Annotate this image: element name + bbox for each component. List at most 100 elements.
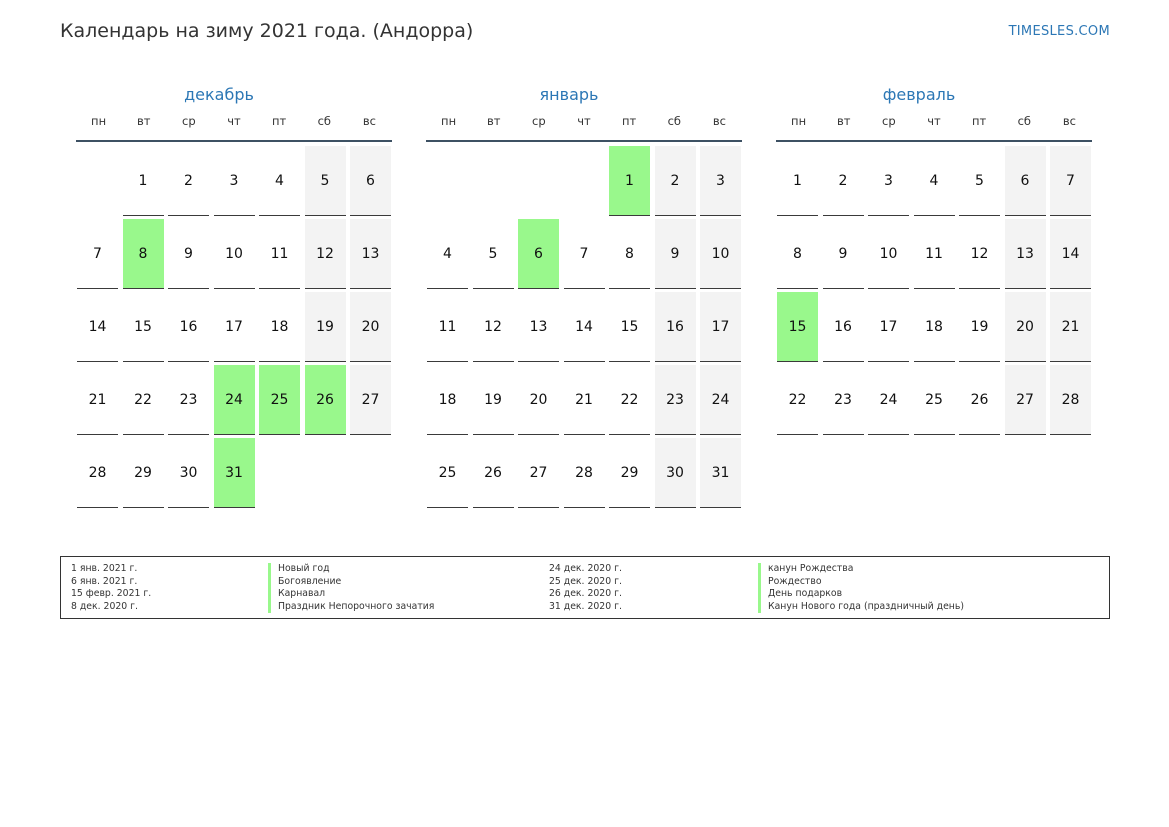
day-cell: 8	[777, 219, 818, 289]
legend-date: 6 янв. 2021 г.	[71, 575, 138, 587]
day-cell: 29	[609, 438, 650, 508]
day-cell: 10	[700, 219, 741, 289]
day-cell: 29	[122, 438, 164, 508]
day-cell: 21	[77, 365, 118, 435]
day-cell: 10	[213, 219, 255, 289]
day-cell: 21	[1050, 292, 1091, 362]
day-cell: 18	[913, 292, 955, 362]
day-grid: 1 2 3 4 5 6 7 8 9 10 11 12 13 14 15 16 17 18 19 20 21 22 23 24 2…	[777, 146, 1091, 435]
day-grid: 1 2 3 4 5 6 7 8 9 10 11 12 13 14 15 16 17 18 19 20 21 22 23 24 2…	[427, 146, 741, 508]
month-name: январь	[539, 85, 599, 104]
day-cell: 22	[609, 365, 650, 435]
day-cell: 14	[77, 292, 118, 362]
legend-date: 25 дек. 2020 г.	[549, 575, 622, 587]
day-cell: 11	[913, 219, 955, 289]
weekday-label: сб	[1017, 114, 1031, 128]
site-link[interactable]: TIMESLES.COM	[1008, 24, 1110, 39]
holiday-day-cell: 31	[213, 438, 255, 508]
weekday-label: сб	[317, 114, 331, 128]
legend-date: 15 февр. 2021 г.	[71, 588, 152, 599]
empty-day-cell	[427, 146, 468, 216]
holiday-day-cell: 6	[518, 219, 559, 289]
day-cell: 22	[122, 365, 164, 435]
legend-holiday-name: Богоявление	[268, 575, 341, 588]
day-cell: 13	[518, 292, 559, 362]
legend-holiday-name: Рождество	[758, 575, 822, 588]
day-cell: 21	[563, 365, 605, 435]
month-january: январь пн вт ср чт пт сб вс 1 2 3 4 5 6 7 8 9 10 1…	[410, 84, 742, 508]
weekday-header: пн вт ср чт пт сб вс	[76, 106, 392, 142]
day-cell: 17	[868, 292, 909, 362]
day-cell: 4	[427, 219, 468, 289]
day-cell: 11	[427, 292, 468, 362]
day-cell: 12	[304, 219, 346, 289]
day-cell: 12	[959, 219, 1000, 289]
day-cell: 7	[563, 219, 605, 289]
day-grid: 1 2 3 4 5 6 7 8 9 10 11 12 13 14 15 16 17 18 19 20 21 22 23 24 2…	[77, 146, 391, 508]
day-cell: 17	[213, 292, 255, 362]
day-cell: 15	[609, 292, 650, 362]
empty-day-cell	[77, 146, 118, 216]
day-cell: 30	[168, 438, 209, 508]
day-cell: 19	[304, 292, 346, 362]
day-cell: 5	[304, 146, 346, 216]
day-cell: 28	[563, 438, 605, 508]
weekday-label: ср	[182, 114, 196, 128]
legend-holiday-name: Праздник Непорочного зачатия	[268, 600, 434, 613]
day-cell: 28	[77, 438, 118, 508]
day-cell: 6	[1004, 146, 1046, 216]
holiday-day-cell: 1	[609, 146, 650, 216]
day-cell: 1	[777, 146, 818, 216]
weekday-label: чт	[227, 114, 241, 128]
legend-date: 26 дек. 2020 г.	[549, 588, 622, 599]
holiday-day-cell: 15	[777, 292, 818, 362]
month-name: декабрь	[184, 85, 254, 104]
day-cell: 27	[518, 438, 559, 508]
weekday-label: пн	[441, 114, 457, 128]
holiday-day-cell: 26	[304, 365, 346, 435]
day-cell: 19	[959, 292, 1000, 362]
weekday-label: сб	[667, 114, 681, 128]
legend-holiday-name: Канун Нового года (праздничный день)	[758, 600, 964, 613]
legend-date: 8 дек. 2020 г.	[71, 600, 138, 612]
day-cell: 17	[700, 292, 741, 362]
weekday-label: пн	[91, 114, 107, 128]
day-cell: 9	[654, 219, 696, 289]
day-cell: 3	[700, 146, 741, 216]
day-cell: 16	[822, 292, 864, 362]
weekday-label: вт	[486, 114, 501, 128]
weekday-label: пт	[272, 114, 287, 128]
holiday-legend: 1 янв. 2021 г. 6 янв. 2021 г. 15 февр. 2…	[60, 556, 1110, 619]
day-cell: 14	[563, 292, 605, 362]
day-cell: 28	[1050, 365, 1091, 435]
day-cell: 9	[168, 219, 209, 289]
day-cell: 16	[168, 292, 209, 362]
day-cell: 16	[654, 292, 696, 362]
day-cell: 23	[822, 365, 864, 435]
day-cell: 5	[472, 219, 514, 289]
day-cell: 11	[259, 219, 300, 289]
weekday-label: пт	[622, 114, 637, 128]
day-cell: 2	[822, 146, 864, 216]
month-february: февраль пн вт ср чт пт сб вс 1 2 3 4 5 6 7 8 9 10…	[760, 84, 1092, 435]
weekday-label: пн	[791, 114, 807, 128]
holiday-day-cell: 25	[259, 365, 300, 435]
weekday-header: пн вт ср чт пт сб вс	[426, 106, 742, 142]
day-cell: 25	[913, 365, 955, 435]
day-cell: 4	[259, 146, 300, 216]
weekday-label: чт	[927, 114, 941, 128]
day-cell: 2	[654, 146, 696, 216]
day-cell: 27	[350, 365, 391, 435]
day-cell: 26	[959, 365, 1000, 435]
day-cell: 20	[1004, 292, 1046, 362]
day-cell: 30	[654, 438, 696, 508]
day-cell: 7	[1050, 146, 1091, 216]
empty-day-cell	[564, 146, 605, 216]
weekday-label: пт	[972, 114, 987, 128]
legend-holiday-name: День подарков	[758, 588, 842, 601]
weekday-label: вт	[136, 114, 151, 128]
day-cell: 24	[868, 365, 909, 435]
day-cell: 23	[168, 365, 209, 435]
legend-holiday-name: Карнавал	[268, 588, 325, 601]
day-cell: 18	[259, 292, 300, 362]
